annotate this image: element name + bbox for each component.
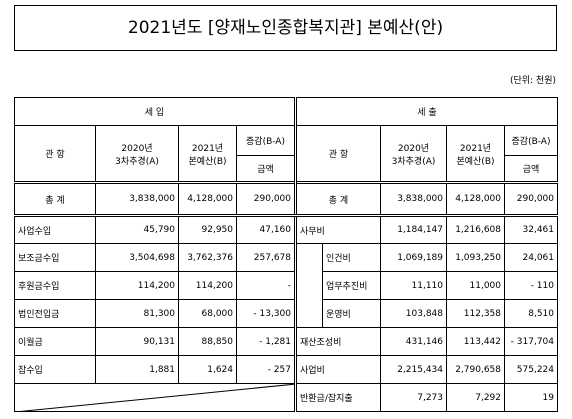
table-row: 반환금/잡지출 7,273 7,292 19 bbox=[14, 383, 558, 412]
table-row: 법인전입금 81,300 68,000- 13,300 운영비 103,848 112,3… bbox=[14, 299, 558, 328]
table-row: 총 계 3,838,000 4,128,000 290,000 총 계 3,838,000… bbox=[14, 181, 558, 217]
item-value: - 257 bbox=[236, 355, 296, 384]
item-label: 법인전입금 bbox=[14, 299, 96, 328]
item-value: - 317,704 bbox=[504, 327, 558, 356]
item-value: 3,504,698 bbox=[95, 243, 179, 272]
column-header: 관 항 bbox=[294, 125, 381, 183]
item-value: 1,093,250 bbox=[446, 243, 505, 272]
sub-item-label: 인건비 bbox=[322, 243, 381, 272]
column-header: 관 항 bbox=[14, 125, 96, 183]
total-label: 총 계 bbox=[294, 181, 381, 217]
item-value: - 1,281 bbox=[236, 327, 296, 356]
item-label: 사업수입 bbox=[14, 215, 96, 244]
item-value: 1,624 bbox=[178, 355, 237, 384]
unit-note: (단위: 천원) bbox=[509, 76, 556, 86]
column-header: 2021년 본예산(B) bbox=[178, 125, 237, 183]
column-header: 2020년 3차추경(A) bbox=[380, 125, 447, 183]
item-value: - bbox=[236, 271, 296, 300]
total-value: 4,128,000 bbox=[446, 181, 505, 217]
item-value: 24,061 bbox=[504, 243, 558, 272]
item-value: 7,273 bbox=[380, 383, 447, 412]
column-header: 증감(B-A) bbox=[504, 125, 558, 156]
item-value: 575,224 bbox=[504, 355, 558, 384]
item-value: 114,200 bbox=[95, 271, 179, 300]
item-value: 11,110 bbox=[380, 271, 447, 300]
sub-item-label: 업무추진비 bbox=[322, 271, 381, 300]
item-label: 이월금 bbox=[14, 327, 96, 356]
item-value: 7,292 bbox=[446, 383, 505, 412]
column-header: 금액 bbox=[504, 155, 558, 183]
total-value: 3,838,000 bbox=[95, 181, 179, 217]
item-value: 92,950 bbox=[178, 215, 237, 244]
section-header: 세 입 bbox=[14, 97, 296, 126]
column-header: 2021년 본예산(B) bbox=[446, 125, 505, 183]
section-header: 세 출 bbox=[294, 97, 558, 126]
item-value: 88,850 bbox=[178, 327, 237, 356]
item-value: 8,510 bbox=[504, 299, 558, 328]
indent-cell bbox=[294, 243, 323, 328]
item-value: 103,848 bbox=[380, 299, 447, 328]
total-label: 총 계 bbox=[14, 181, 96, 217]
table-row: 잡수입 1,881 1,624- 257 사업비 2,215,434 2,790,658 5… bbox=[14, 355, 558, 384]
diagonal bbox=[25, 384, 295, 411]
table-row: 이월금 90,131 88,850- 1,281 재산조성비 431,146 113,44… bbox=[14, 327, 558, 356]
item-label: 후원금수입 bbox=[14, 271, 96, 300]
item-value: 113,442 bbox=[446, 327, 505, 356]
item-value: 1,069,189 bbox=[380, 243, 447, 272]
item-value: 112,358 bbox=[446, 299, 505, 328]
empty-cell bbox=[14, 383, 296, 412]
item-value: 19 bbox=[504, 383, 558, 412]
item-value: 81,300 bbox=[95, 299, 179, 328]
item-label: 잡수입 bbox=[14, 355, 96, 384]
item-value: - 13,300 bbox=[236, 299, 296, 328]
item-value: 1,184,147 bbox=[380, 215, 447, 244]
item-value: 2,215,434 bbox=[380, 355, 447, 384]
item-value: 32,461 bbox=[504, 215, 558, 244]
item-value: - 110 bbox=[504, 271, 558, 300]
sub-item-label: 운영비 bbox=[322, 299, 381, 328]
table-row: 보조금수입 3,504,698 3,762,376 257,678 인건비 1,069,1… bbox=[14, 243, 558, 328]
item-value: 47,160 bbox=[236, 215, 296, 244]
item-value: 3,762,376 bbox=[178, 243, 237, 272]
column-header: 금액 bbox=[236, 155, 296, 183]
total-value: 290,000 bbox=[236, 181, 296, 217]
total-value: 3,838,000 bbox=[380, 181, 447, 217]
item-label: 사업비 bbox=[294, 355, 381, 384]
item-value: 90,131 bbox=[95, 327, 179, 356]
column-header: 2020년 3차추경(A) bbox=[95, 125, 179, 183]
column-header: 증감(B-A) bbox=[236, 125, 296, 156]
item-label: 반환금/잡지출 bbox=[294, 383, 381, 412]
item-value: 257,678 bbox=[236, 243, 296, 272]
table-row: 관 항 2020년 3차추경(A) 2021년 본예산(B) 증감(B-A) 관 항 20… bbox=[14, 125, 558, 183]
item-value: 68,000 bbox=[178, 299, 237, 328]
item-value: 2,790,658 bbox=[446, 355, 505, 384]
total-value: 4,128,000 bbox=[178, 181, 237, 217]
item-value: 431,146 bbox=[380, 327, 447, 356]
table-row: 후원금수입 114,200 114,200- 업무추진비 11,110 11,000- 1… bbox=[14, 271, 558, 300]
item-label: 재산조성비 bbox=[294, 327, 381, 356]
item-value: 11,000 bbox=[446, 271, 505, 300]
item-label: 사무비 bbox=[294, 215, 381, 244]
title: 2021년도 [양재노인종합복지관] 본예산(안) bbox=[14, 5, 557, 51]
item-value: 45,790 bbox=[95, 215, 179, 244]
table-row: 사업수입 45,790 92,950 47,160 사무비 1,184,147 1,216,… bbox=[14, 215, 558, 244]
item-label: 보조금수입 bbox=[14, 243, 96, 272]
item-value: 114,200 bbox=[178, 271, 237, 300]
item-value: 1,881 bbox=[95, 355, 179, 384]
total-value: 290,000 bbox=[504, 181, 558, 217]
item-value: 1,216,608 bbox=[446, 215, 505, 244]
